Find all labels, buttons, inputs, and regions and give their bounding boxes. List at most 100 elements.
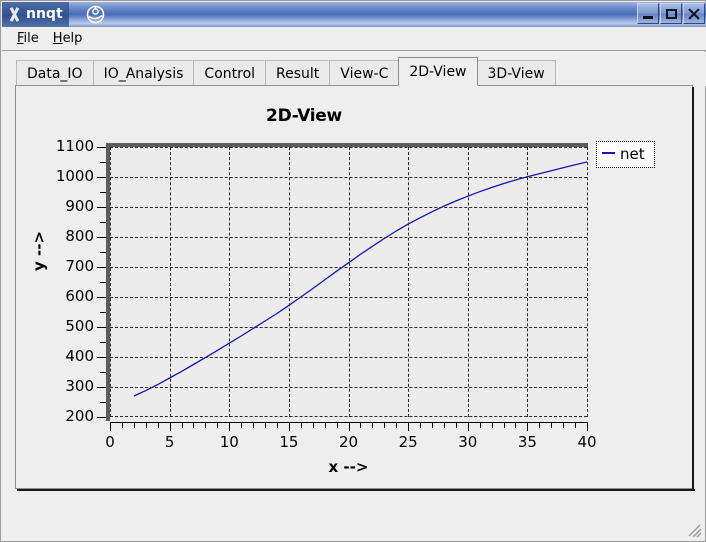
x-tick-minor [420, 422, 422, 428]
x-tick-minor [360, 422, 362, 428]
grid-line-vertical [229, 147, 231, 417]
grid-line-horizontal [110, 297, 587, 298]
x-tick-minor [265, 422, 267, 428]
window-title: nnqt [26, 6, 63, 22]
x-tick-label: 20 [338, 433, 359, 451]
x-tick-minor [431, 422, 433, 428]
x-tick-minor [336, 422, 338, 428]
close-icon [688, 8, 700, 20]
y-tick-minor [100, 312, 106, 313]
x-tick-major [527, 422, 529, 431]
y-tick-label: 700 [65, 257, 94, 275]
y-tick-label: 900 [65, 197, 94, 215]
y-tick-major [97, 417, 106, 418]
x-tick-major [169, 422, 171, 431]
x-tick-major [288, 422, 290, 431]
plot-area [110, 147, 588, 417]
x-tick-minor [515, 422, 517, 428]
tab-io-analysis[interactable]: IO_Analysis [92, 60, 195, 87]
chart-title: 2D-View [266, 106, 342, 126]
y-tick-major [97, 177, 106, 178]
x-tick-minor [396, 422, 398, 428]
x-tick-label: 5 [164, 433, 175, 451]
tab-3d-view[interactable]: 3D-View [476, 60, 556, 87]
y-tick-major [97, 237, 106, 238]
x-tick-minor [563, 422, 565, 428]
y-tick-major [97, 387, 106, 388]
grid-line-horizontal [110, 237, 587, 238]
grid-line-vertical [467, 147, 469, 417]
chart-canvas: 2D-View x --> y --> net 0 5 10 15 20 25 30 35 40… [16, 86, 692, 488]
x-tick-minor [443, 422, 445, 428]
grid-line-horizontal [110, 177, 587, 178]
tab-bar: Data_IO IO_Analysis Control Result View-… [2, 52, 706, 87]
x-tick-minor [121, 422, 123, 428]
plot-frame-left [106, 143, 110, 421]
x-tick-major [587, 422, 588, 431]
title-bar-left-group: nnqt [2, 2, 69, 27]
close-button[interactable] [683, 3, 705, 24]
grid-line-horizontal [110, 416, 587, 417]
x-tick-minor [157, 422, 159, 428]
y-tick-major [97, 147, 106, 148]
x-tick-minor [575, 422, 577, 428]
menu-item-file[interactable]: File [17, 31, 39, 46]
x-tick-minor [193, 422, 195, 428]
x-tick-minor [276, 422, 278, 428]
x-tick-label: 0 [105, 433, 115, 451]
y-tick-minor [100, 342, 106, 343]
x-tick-minor [491, 422, 493, 428]
menu-bar: File Help [2, 27, 706, 51]
y-tick-minor [100, 192, 106, 193]
x-tick-minor [539, 422, 541, 428]
y-tick-label: 800 [65, 227, 94, 245]
tab-control[interactable]: Control [193, 60, 267, 87]
title-bar[interactable]: nnqt [2, 2, 706, 27]
legend-label-net: net [620, 145, 645, 163]
x-tick-label: 15 [279, 433, 299, 451]
x-tick-minor [241, 422, 243, 428]
y-tick-major [97, 327, 106, 328]
tab-page-2d-view: 2D-View x --> y --> net 0 5 10 15 20 25 30 35 40… [15, 85, 693, 489]
resize-grip-icon[interactable] [687, 523, 702, 538]
menu-item-file-rest: ile [23, 31, 39, 46]
x-tick-minor [253, 422, 255, 428]
grid-line-vertical [587, 147, 588, 417]
grid-line-vertical [110, 147, 111, 417]
grid-line-horizontal [110, 147, 587, 148]
x-tick-label: 35 [517, 433, 537, 451]
grid-line-horizontal [110, 267, 587, 268]
grid-line-horizontal [110, 387, 587, 388]
x-tick-minor [133, 422, 135, 428]
x-tick-label: 25 [398, 433, 418, 451]
tab-result[interactable]: Result [265, 60, 331, 87]
tab-data-io[interactable]: Data_IO [16, 60, 94, 87]
chart-legend[interactable]: net [596, 141, 655, 168]
x-tick-label: 30 [458, 433, 478, 451]
x-tick-minor [372, 422, 374, 428]
y-tick-minor [100, 402, 106, 403]
x-tick-label: 40 [577, 433, 597, 451]
grid-line-horizontal [110, 357, 587, 358]
grid-line-vertical [169, 147, 171, 417]
menu-item-help[interactable]: Help [52, 31, 83, 46]
y-tick-label: 200 [65, 407, 94, 425]
y-tick-label: 400 [65, 347, 94, 365]
grid-line-horizontal [110, 207, 587, 208]
tab-2d-view[interactable]: 2D-View [398, 57, 478, 86]
y-tick-label: 1100 [55, 137, 94, 155]
x-axis-title: x --> [328, 458, 369, 476]
app-logo-icon [86, 5, 105, 24]
minimize-button[interactable] [637, 3, 659, 24]
y-tick-minor [100, 162, 106, 163]
tab-page-shadow-right [692, 87, 694, 491]
x-tick-minor [312, 422, 314, 428]
grid-line-vertical [348, 147, 350, 417]
maximize-button[interactable] [660, 3, 682, 24]
tab-view-c[interactable]: View-C [329, 60, 400, 87]
grid-line-vertical [408, 147, 410, 417]
y-tick-minor [100, 372, 106, 373]
grid-line-vertical [527, 147, 529, 417]
x-tick-major [348, 422, 350, 431]
